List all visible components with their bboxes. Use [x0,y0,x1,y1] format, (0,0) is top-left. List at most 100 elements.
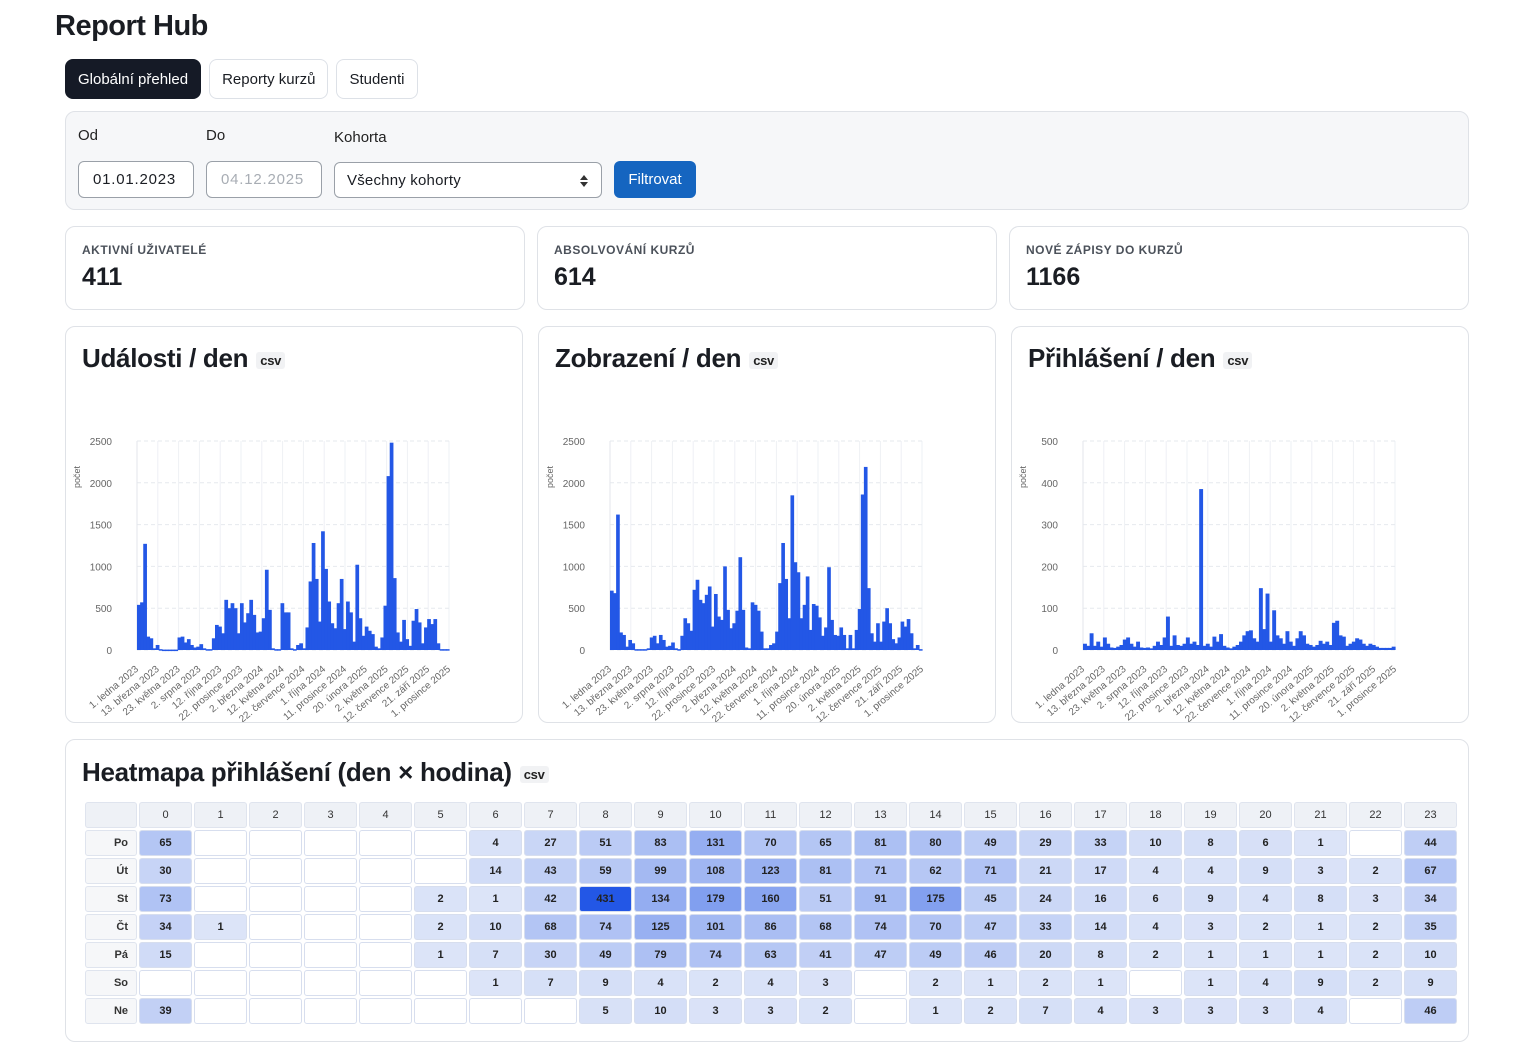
heatmap-cell: 83 [634,830,687,856]
y-tick-label: 1000 [563,562,586,573]
heatmap-cell: 70 [909,914,962,940]
bar [1298,631,1303,650]
bar [1272,610,1277,650]
heatmap-cell: 134 [634,886,687,912]
hour-header: 5 [414,802,467,828]
tab-course-reports[interactable]: Reporty kurzů [209,59,329,99]
bar [430,624,434,650]
heatmap-cell [1349,998,1402,1024]
bar [321,531,325,650]
y-tick-label: 0 [579,646,585,657]
bar [1248,630,1253,650]
bar [775,631,779,650]
heatmap-cell: 81 [799,858,852,884]
bar [1338,635,1343,650]
to-date-input[interactable]: 04.12.2025 [206,161,322,198]
bar [906,619,911,650]
heatmap-cell: 81 [854,830,907,856]
heatmap-cell: 3 [1184,914,1237,940]
heatmap-cell: 44 [1404,830,1457,856]
bar [324,568,328,650]
heatmap-cell: 24 [1019,886,1072,912]
bar [640,649,645,651]
cohort-select[interactable]: Všechny kohorty [334,162,602,198]
heatmap-row: Pá 15 1 7 30 49 79 74 63 41 47 49 46 20 8 2 1 1 1 2 10 [85,942,1457,968]
kpi-value: 614 [554,263,596,291]
hour-header: 4 [359,802,412,828]
bar [1083,643,1087,650]
bar [233,608,238,650]
heatmap-cell: 8 [1074,942,1127,968]
hour-header: 2 [249,802,302,828]
kpi-course-completions: ABSOLVOVÁNÍ KURZŮ 614 [537,226,997,310]
from-date-input[interactable]: 01.01.2023 [78,161,194,198]
bar [286,612,291,650]
heatmap-cell [194,830,247,856]
hour-header: 10 [689,802,742,828]
heatmap-cell: 39 [139,998,192,1024]
chart-title: Události / den [82,343,249,373]
heatmap-cell: 7 [469,942,522,968]
bar [818,617,822,650]
heatmap-cell: 179 [689,886,742,912]
heatmap-cell: 65 [139,830,192,856]
csv-download-link[interactable]: csv [519,765,549,783]
bar [1325,641,1330,650]
bar [1305,643,1310,650]
heatmap-cell: 123 [744,858,797,884]
bar [424,627,428,650]
day-label: Po [85,830,137,856]
bar [790,495,795,650]
bar [230,603,235,650]
bar [1185,637,1190,650]
bar [308,581,313,650]
hour-header: 23 [1404,802,1457,828]
bar [168,649,172,652]
bar [1209,646,1214,650]
bar [808,629,813,650]
bar [271,648,275,650]
bar [221,633,225,650]
bar [183,642,188,650]
heatmap-cell: 49 [579,942,632,968]
heatmap-cell: 71 [854,858,907,884]
bar [161,649,166,652]
bar [658,634,663,650]
heatmap-cell: 33 [1074,830,1127,856]
bar [371,634,375,650]
filter-button[interactable]: Filtrovat [614,161,696,198]
heatmap-cell: 80 [909,830,962,856]
heatmap-cell: 4 [1074,998,1127,1024]
heatmap-cell: 59 [579,858,632,884]
bar [1106,643,1111,650]
bar [408,645,413,650]
bar [787,618,792,650]
bar [747,648,752,650]
csv-download-link[interactable]: csv [749,351,778,369]
bar [1109,647,1114,650]
heatmap-cell: 14 [1074,914,1127,940]
bar [208,649,213,651]
heatmap-cell: 47 [854,942,907,968]
bar [824,627,828,650]
csv-download-link[interactable]: csv [1223,351,1253,369]
bar [380,637,385,650]
heatmap-cell: 3 [799,970,852,996]
bar [891,639,896,650]
tab-students[interactable]: Studenti [336,59,418,99]
bar [729,628,733,650]
bar [1165,616,1170,650]
csv-download-link[interactable]: csv [256,351,286,369]
tab-global-overview[interactable]: Globální přehled [65,59,202,99]
bar [1179,645,1184,650]
heatmap-cell: 4 [469,830,522,856]
bar [218,626,222,650]
heatmap-cell [1349,830,1402,856]
bar [146,636,151,650]
heatmap-cell: 1 [964,970,1017,996]
heatmap-cell [359,914,412,940]
heatmap-cell: 2 [689,970,742,996]
bar [215,624,219,650]
chart-title: Zobrazení / den [555,343,742,373]
